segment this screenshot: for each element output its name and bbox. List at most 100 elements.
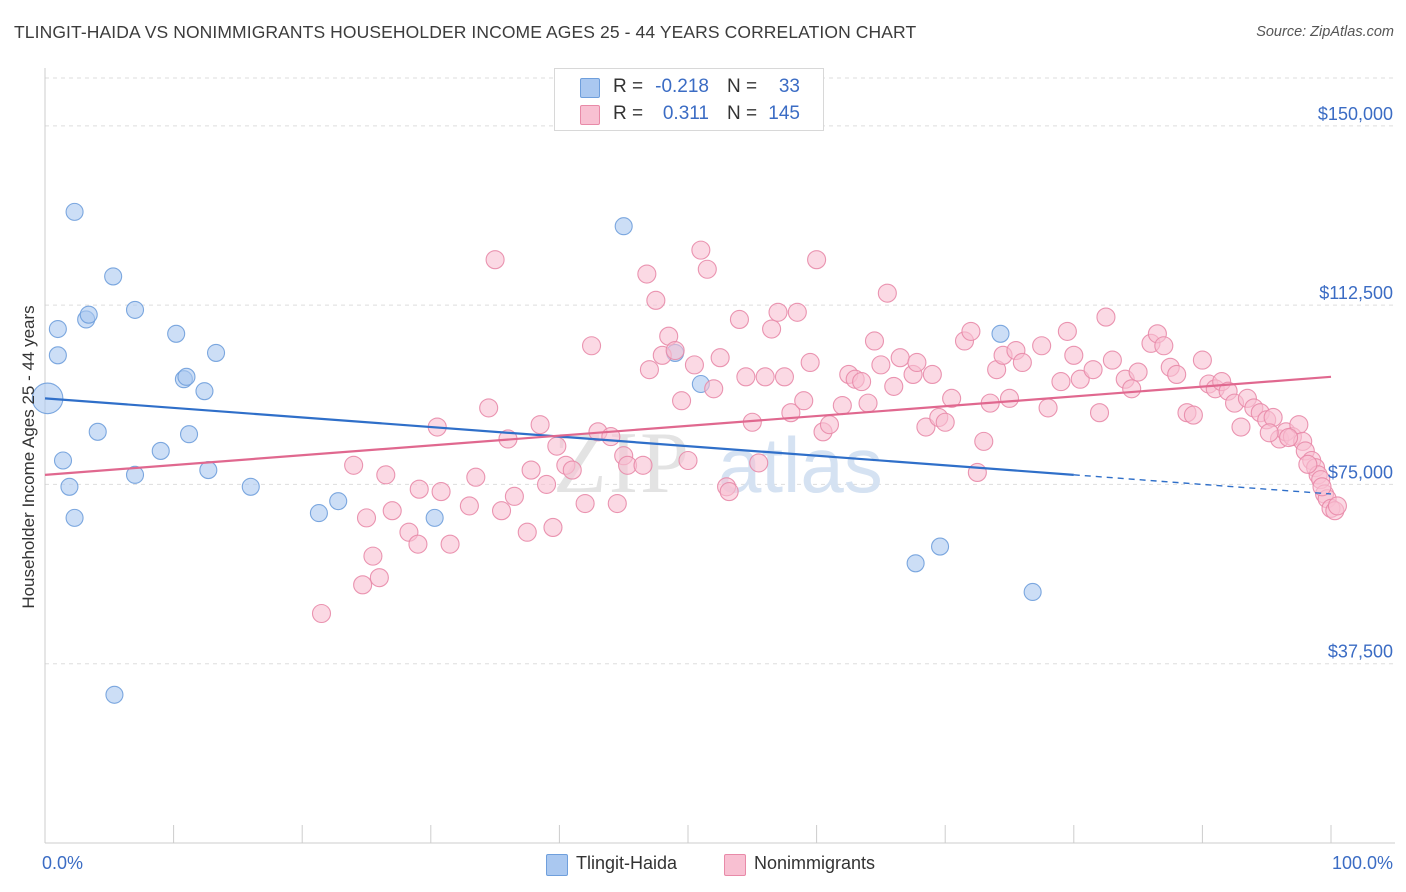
data-point-nonimmigrants — [382, 501, 402, 521]
n-label: N = — [727, 76, 758, 97]
data-point-tlingit-haida — [177, 367, 196, 386]
r-value: 0.311 — [662, 103, 709, 124]
data-point-nonimmigrants — [363, 546, 383, 566]
n-label: N = — [727, 103, 758, 124]
data-point-nonimmigrants — [353, 575, 373, 595]
x-tick-label: 0.0% — [42, 853, 83, 873]
data-point-nonimmigrants — [1038, 398, 1058, 418]
r-value: -0.218 — [655, 76, 709, 97]
data-point-nonimmigrants — [639, 360, 659, 380]
data-point-nonimmigrants — [871, 355, 891, 375]
data-point-tlingit-haida — [125, 300, 145, 319]
data-point-nonimmigrants — [440, 534, 460, 554]
data-point-nonimmigrants — [852, 372, 872, 392]
data-point-nonimmigrants — [491, 501, 512, 521]
data-point-nonimmigrants — [1089, 403, 1110, 423]
series-nonimmigrants — [311, 240, 1347, 624]
data-point-tlingit-haida — [329, 492, 348, 511]
data-point-nonimmigrants — [1183, 405, 1203, 425]
data-point-nonimmigrants — [1032, 336, 1052, 356]
data-point-nonimmigrants — [858, 393, 878, 413]
swatch-pink — [580, 105, 600, 125]
data-point-nonimmigrants — [807, 250, 827, 270]
data-point-nonimmigrants — [710, 348, 730, 368]
correlation-stats-box: R = -0.218 N = 33 R = 0.311 N = 145 — [554, 68, 824, 131]
data-point-nonimmigrants — [344, 455, 364, 475]
data-point-nonimmigrants — [517, 522, 537, 542]
data-point-tlingit-haida — [60, 477, 79, 496]
data-point-nonimmigrants — [1128, 362, 1148, 382]
data-point-nonimmigrants — [607, 493, 627, 514]
data-point-nonimmigrants — [1192, 350, 1212, 370]
data-point-tlingit-haida — [65, 202, 84, 221]
data-point-nonimmigrants — [768, 302, 788, 322]
data-point-nonimmigrants — [890, 348, 910, 368]
data-point-nonimmigrants — [1064, 345, 1084, 365]
data-point-nonimmigrants — [1122, 379, 1142, 399]
stat-row-nonimmigrants: R = 0.311 N = 145 — [555, 102, 823, 128]
data-point-nonimmigrants — [800, 352, 820, 373]
y-axis-label: Householder Income Ages 25 - 44 years — [19, 305, 38, 608]
data-point-nonimmigrants — [884, 376, 904, 396]
data-point-nonimmigrants — [543, 517, 563, 537]
data-point-nonimmigrants — [521, 460, 541, 480]
data-point-tlingit-haida — [48, 346, 67, 365]
axes — [44, 68, 1395, 844]
legend-label: Nonimmigrants — [754, 853, 876, 873]
data-point-nonimmigrants — [1327, 496, 1347, 516]
data-point-tlingit-haida — [614, 217, 633, 236]
grid-lines — [45, 77, 1395, 665]
data-point-tlingit-haida — [79, 305, 98, 324]
x-tick-label: 100.0% — [1332, 853, 1393, 873]
data-point-nonimmigrants — [704, 379, 724, 399]
data-point-nonimmigrants — [1231, 417, 1251, 437]
data-point-nonimmigrants — [672, 391, 692, 411]
y-tick-label: $75,000 — [1328, 462, 1393, 482]
data-point-tlingit-haida — [167, 324, 186, 343]
data-point-tlingit-haida — [425, 508, 444, 527]
data-point-nonimmigrants — [832, 395, 852, 416]
data-point-nonimmigrants — [819, 415, 840, 435]
legend-label: Tlingit-Haida — [576, 853, 678, 873]
data-point-nonimmigrants — [999, 388, 1020, 408]
data-point-nonimmigrants — [1083, 360, 1103, 380]
data-point-nonimmigrants — [942, 388, 962, 408]
data-point-nonimmigrants — [536, 474, 557, 494]
data-point-nonimmigrants — [678, 450, 698, 471]
data-point-tlingit-haida — [48, 319, 67, 339]
data-point-nonimmigrants — [755, 367, 775, 387]
data-point-nonimmigrants — [637, 264, 657, 284]
data-point-nonimmigrants — [646, 290, 666, 310]
data-point-tlingit-haida — [199, 461, 218, 480]
data-point-nonimmigrants — [665, 340, 685, 361]
data-point-tlingit-haida — [88, 422, 107, 441]
data-point-nonimmigrants — [916, 417, 936, 437]
y-tick-label: $37,500 — [1328, 642, 1393, 662]
data-point-nonimmigrants — [877, 283, 897, 303]
r-label: R = — [613, 76, 644, 97]
data-point-tlingit-haida — [125, 465, 145, 484]
data-point-nonimmigrants — [431, 482, 451, 502]
data-point-nonimmigrants — [376, 465, 396, 485]
data-point-tlingit-haida — [206, 343, 226, 362]
data-point-nonimmigrants — [547, 436, 567, 456]
data-point-tlingit-haida — [195, 382, 214, 401]
data-point-nonimmigrants — [1154, 336, 1174, 356]
stat-row-tlingit-haida: R = -0.218 N = 33 — [555, 75, 823, 101]
data-point-nonimmigrants — [485, 250, 505, 270]
y-tick-label: $150,000 — [1318, 104, 1393, 124]
data-point-nonimmigrants — [633, 455, 653, 475]
legend: Tlingit-Haida Nonimmigrants — [0, 852, 1406, 878]
trend-line-tlingit-haida-extension — [1073, 474, 1332, 495]
data-point-nonimmigrants — [1070, 369, 1090, 389]
watermark-atlas: atlas — [718, 421, 883, 509]
data-point-tlingit-haida — [1023, 582, 1042, 602]
data-point-nonimmigrants — [697, 259, 717, 279]
data-point-nonimmigrants — [409, 479, 429, 499]
data-point-nonimmigrants — [922, 364, 942, 384]
data-point-nonimmigrants — [1312, 477, 1332, 497]
data-point-tlingit-haida — [179, 425, 199, 444]
data-point-nonimmigrants — [575, 493, 595, 514]
data-point-nonimmigrants — [774, 367, 795, 387]
